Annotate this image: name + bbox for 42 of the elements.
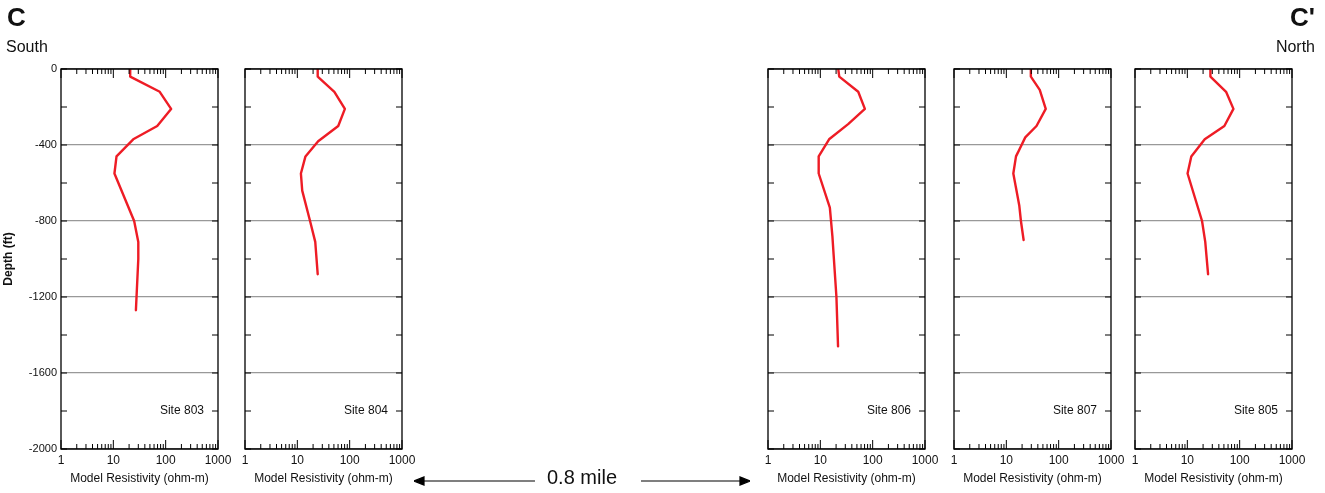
x-axis-title: Model Resistivity (ohm-m) — [777, 471, 916, 486]
x-axis-title: Model Resistivity (ohm-m) — [70, 471, 209, 486]
x-tick-label: 1 — [950, 452, 958, 467]
x-tick-label: 1 — [1131, 452, 1139, 467]
y-tick-label: -800 — [34, 214, 57, 227]
text: C — [7, 2, 26, 33]
x-tick-label: 1000 — [1097, 452, 1125, 467]
annotation: Site 807 — [1052, 403, 1098, 418]
y-tick-label: 0 — [50, 62, 57, 75]
text: C' — [1290, 2, 1315, 33]
annotation: Site 806 — [866, 403, 912, 418]
x-tick-label: 10 — [999, 452, 1014, 467]
annotation: Site 804 — [343, 403, 389, 418]
x-tick-label: 100 — [155, 452, 176, 467]
x-tick-label: 10 — [1180, 452, 1195, 467]
x-axis-title: Model Resistivity (ohm-m) — [1144, 471, 1283, 486]
x-tick-label: 100 — [339, 452, 360, 467]
x-tick-label: 1000 — [911, 452, 939, 467]
x-axis-title: Model Resistivity (ohm-m) — [963, 471, 1102, 486]
x-axis-title: Model Resistivity (ohm-m) — [254, 471, 393, 486]
x-tick-label: 1000 — [204, 452, 232, 467]
x-tick-label: 1000 — [388, 452, 416, 467]
annotation: Site 803 — [159, 403, 205, 418]
text: South — [6, 38, 48, 56]
annotation: Site 805 — [1233, 403, 1279, 418]
y-axis-title: Depth (ft) — [0, 232, 15, 286]
x-tick-label: 10 — [813, 452, 828, 467]
x-tick-label: 100 — [1048, 452, 1069, 467]
x-tick-label: 10 — [106, 452, 121, 467]
x-tick-label: 1 — [764, 452, 772, 467]
text: North — [1275, 38, 1315, 56]
y-tick-label: -1200 — [28, 290, 57, 303]
y-tick-label: -2000 — [28, 442, 57, 455]
x-tick-label: 1000 — [1278, 452, 1306, 467]
x-tick-label: 1 — [241, 452, 249, 467]
y-tick-label: -1600 — [28, 366, 57, 379]
text: 0.8 mile — [546, 466, 618, 489]
x-tick-label: 100 — [1229, 452, 1250, 467]
x-tick-label: 1 — [57, 452, 65, 467]
x-tick-label: 100 — [862, 452, 883, 467]
y-tick-label: -400 — [34, 138, 57, 151]
x-tick-label: 10 — [290, 452, 305, 467]
